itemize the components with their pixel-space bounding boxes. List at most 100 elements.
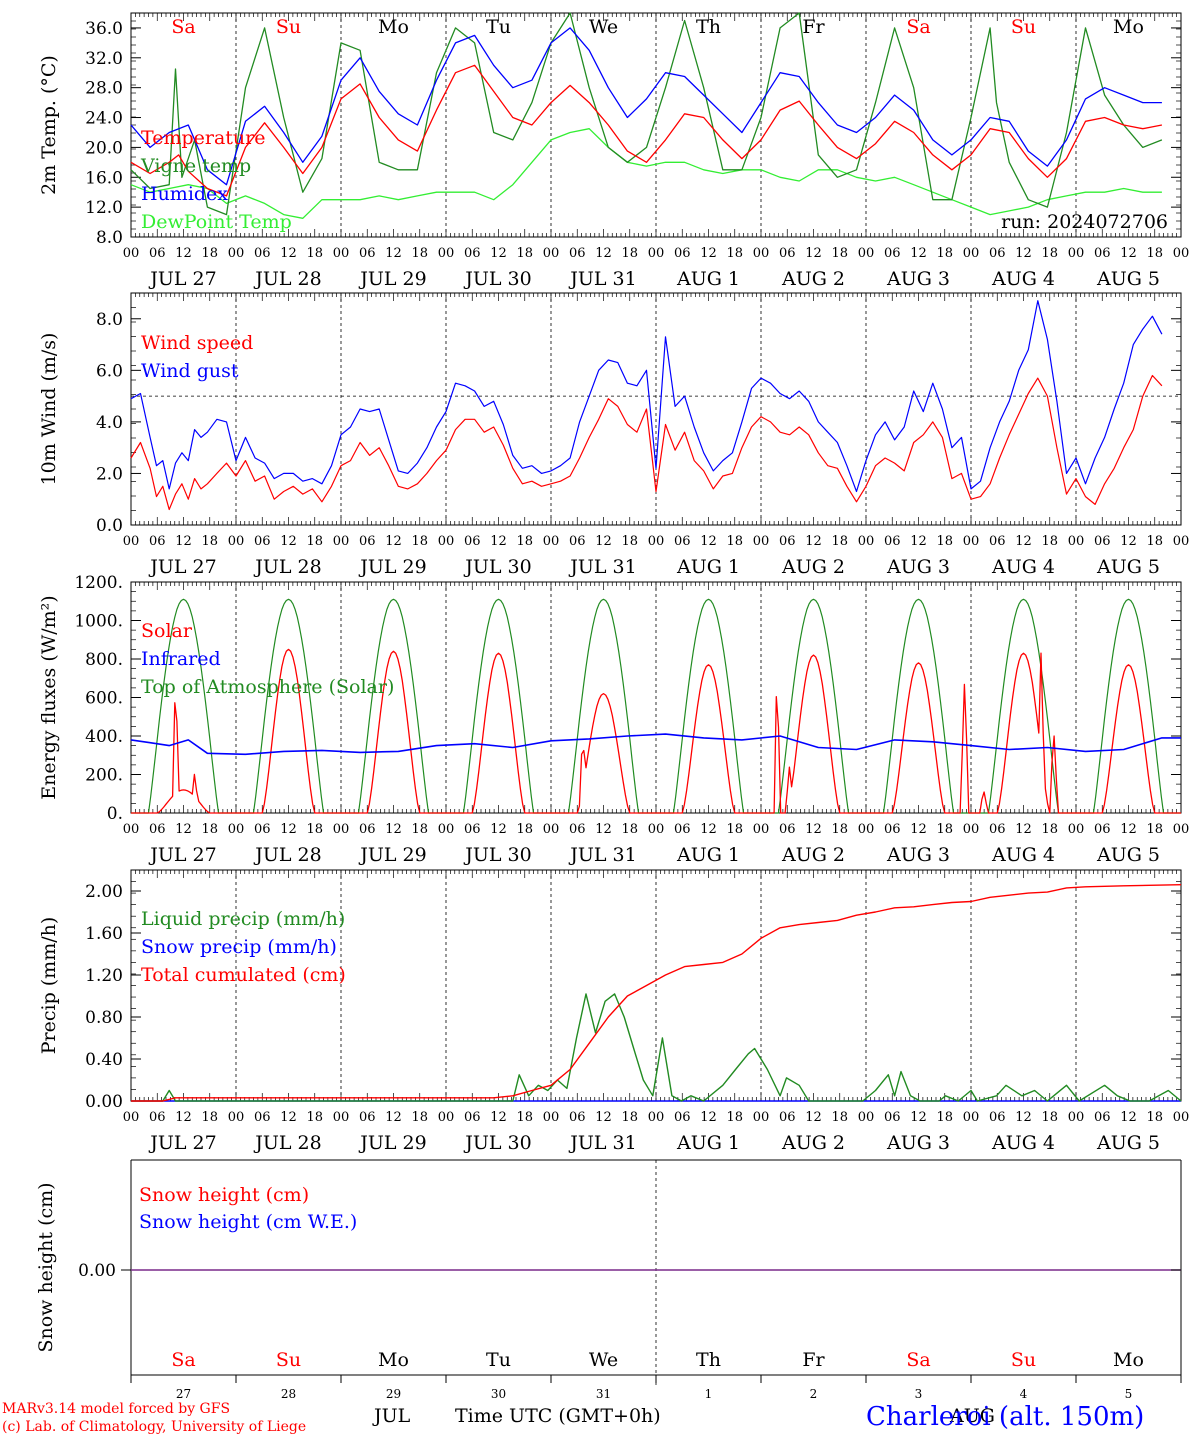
x-tick-label: 06 [149,822,166,837]
x-tick-label: 00 [753,1110,770,1125]
y-tick-label: 1000. [74,612,123,632]
x-tick-label: 12 [805,246,822,261]
x-tick-label: 18 [1041,246,1058,261]
date-label: JUL 27 [148,844,216,866]
weekday-label: Th [696,1349,721,1371]
x-tick-label: 18 [411,822,428,837]
panel-3: 00 06 12 18 JUL 27 00 06 12 18 JUL 28 00 06 12 18 JUL … [38,573,1189,866]
x-tick-label: 06 [359,822,376,837]
x-tick-label: 18 [306,246,323,261]
weekday-label: Sa [171,1349,195,1371]
x-tick-label: 12 [595,1110,612,1125]
y-axis-label: 2m Temp. (°C) [38,55,60,195]
x-tick-label: 12 [175,822,192,837]
x-tick-label: 00 [648,534,665,549]
date-label: JUL 30 [463,268,531,290]
x-tick-label: 12 [910,246,927,261]
x-tick-label: 06 [674,1110,691,1125]
panel-1: 00 06 12 18 JUL 27 00 06 12 18 JUL 28 00 06 12 18 JUL … [38,12,1189,290]
x-tick-label: 12 [280,246,297,261]
x-tick-label: 18 [516,246,533,261]
x-tick-label: 12 [1015,246,1032,261]
x-tick-label: 00 [333,1110,350,1125]
x-tick-label: 00 [858,1110,875,1125]
x-tick-label: 12 [490,1110,507,1125]
weekday-label: Mo [378,1349,409,1371]
x-tick-label: 00 [1173,534,1190,549]
weekday-label: Tu [486,16,511,38]
date-label: AUG 3 [886,268,950,290]
x-tick-label: 18 [1146,246,1163,261]
x-tick-label: 18 [936,1110,953,1125]
legend-top-of-atmosphere-solar-: Top of Atmosphere (Solar) [141,676,394,698]
date-label: AUG 5 [1096,1132,1160,1154]
x-tick-label: 12 [490,246,507,261]
x-tick-label: 00 [438,822,455,837]
x-tick-label: 06 [254,534,271,549]
day-number-label: 5 [1125,1387,1133,1401]
legend-wind-gust: Wind gust [141,360,239,382]
weekday-label: Th [696,16,721,38]
x-tick-label: 12 [175,534,192,549]
y-tick-label: 0.00 [78,1261,116,1281]
y-tick-label: 600. [85,689,123,709]
x-tick-label: 18 [831,822,848,837]
x-tick-label: 00 [1068,822,1085,837]
date-label: AUG 4 [991,844,1055,866]
y-tick-label: 0. [107,804,123,824]
month-label-jul: JUL [374,1405,411,1427]
date-label: JUL 27 [148,268,216,290]
legend-snow-height-cm-: Snow height (cm) [139,1184,309,1206]
series-dewpoint-temp [130,128,1162,219]
x-tick-label: 06 [464,246,481,261]
panel-frame [130,12,1182,238]
x-tick-label: 12 [805,1110,822,1125]
x-tick-label: 18 [726,534,743,549]
legend-humidex: Humidex [141,183,228,205]
x-tick-label: 06 [674,534,691,549]
day-number-label: 4 [1020,1387,1028,1401]
date-label: JUL 28 [253,268,321,290]
legend-total-cumulated-cm-: Total cumulated (cm) [141,964,346,986]
date-label: JUL 28 [253,844,321,866]
legend-snow-height-cm-w-e-: Snow height (cm W.E.) [139,1211,357,1233]
model-credit-line2: (c) Lab. of Climatology, University of L… [2,1419,307,1435]
legend-snow-precip-mm-h-: Snow precip (mm/h) [141,936,337,958]
legend-wind-speed: Wind speed [141,332,253,354]
x-tick-label: 18 [516,534,533,549]
date-label: AUG 3 [886,556,950,578]
x-tick-label: 06 [884,246,901,261]
run-annotation: run: 2024072706 [1001,211,1168,233]
series-wind-speed [130,374,1163,511]
date-label: JUL 30 [463,844,531,866]
y-tick-label: 800. [85,650,123,670]
x-tick-label: 12 [490,822,507,837]
x-tick-label: 06 [464,534,481,549]
x-tick-label: 00 [543,822,560,837]
y-tick-label: 6.0 [96,361,123,381]
x-tick-label: 06 [149,534,166,549]
x-tick-label: 06 [359,534,376,549]
x-tick-label: 12 [700,1110,717,1125]
x-tick-label: 18 [936,246,953,261]
date-label: AUG 5 [1096,268,1160,290]
x-tick-label: 00 [543,534,560,549]
series-total-cumulated-cm- [131,884,1182,1102]
x-tick-label: 00 [1068,1110,1085,1125]
x-tick-label: 06 [359,246,376,261]
y-axis-label: Precip (mm/h) [38,917,60,1055]
date-label: AUG 4 [991,556,1055,578]
date-label: AUG 4 [991,268,1055,290]
x-tick-label: 06 [674,246,691,261]
x-tick-label: 00 [543,246,560,261]
date-label: JUL 28 [253,1132,321,1154]
x-tick-label: 18 [306,534,323,549]
weekday-label: Sa [906,1349,930,1371]
x-tick-label: 18 [306,1110,323,1125]
x-tick-label: 18 [831,246,848,261]
panel-2: 00 06 12 18 JUL 27 00 06 12 18 JUL 28 00 06 12 18 JUL … [38,292,1190,578]
y-tick-label: 8.0 [96,310,123,330]
x-tick-label: 00 [123,246,140,261]
y-tick-label: 0.80 [85,1008,123,1028]
x-tick-label: 00 [648,1110,665,1125]
